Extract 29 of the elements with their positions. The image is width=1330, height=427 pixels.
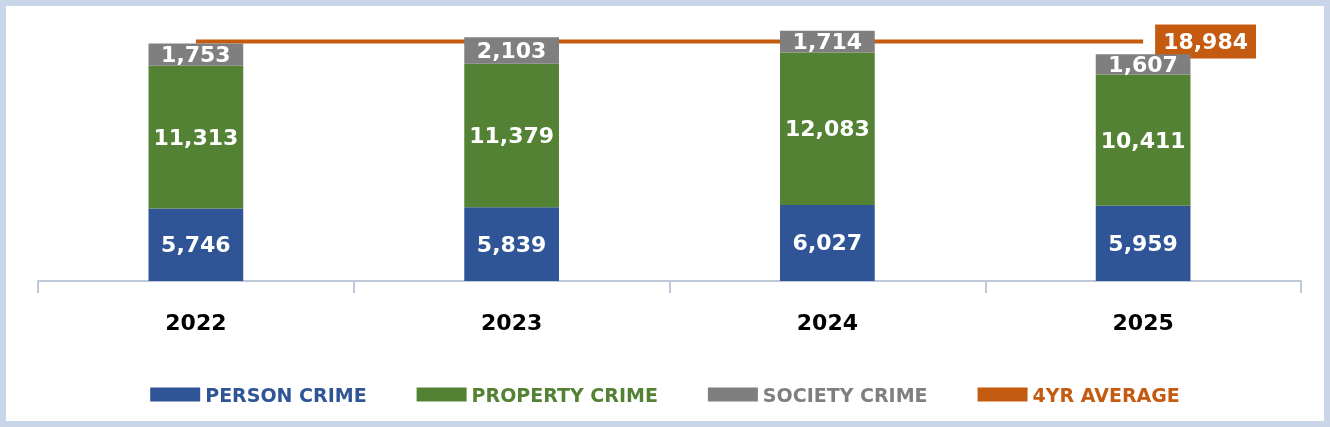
x-tick-label: 2025 <box>1112 309 1174 335</box>
data-label: 2,103 <box>476 37 547 63</box>
data-label: 1,753 <box>161 42 231 68</box>
data-label: 11,313 <box>153 124 239 150</box>
bar <box>148 208 244 281</box>
data-label: 11,379 <box>469 123 555 149</box>
x-tick-label: 2022 <box>165 309 227 335</box>
x-tick-label: 2023 <box>481 309 543 335</box>
data-label: 6,027 <box>792 230 863 256</box>
bar <box>780 52 875 205</box>
data-label: 5,746 <box>161 232 231 258</box>
data-label: 5,839 <box>476 231 547 257</box>
data-label: 12,083 <box>784 116 870 142</box>
data-label: 18,984 <box>1163 28 1249 54</box>
bar <box>1095 74 1191 206</box>
bar <box>148 65 244 209</box>
legend-label: SOCIETY CRIME <box>762 383 928 406</box>
data-label: 1,714 <box>792 29 863 55</box>
data-label: 5,959 <box>1108 230 1178 256</box>
data-label: 1,607 <box>1108 51 1178 77</box>
bar <box>780 204 875 281</box>
legend-label: PERSON CRIME <box>205 383 367 406</box>
data-label: 10,411 <box>1100 127 1186 153</box>
x-tick-label: 2024 <box>796 309 858 335</box>
bar <box>464 63 559 208</box>
legend-label: PROPERTY CRIME <box>471 383 658 406</box>
bar <box>464 207 559 281</box>
legend-label: 4YR AVERAGE <box>1032 383 1180 406</box>
bar <box>1095 205 1191 281</box>
